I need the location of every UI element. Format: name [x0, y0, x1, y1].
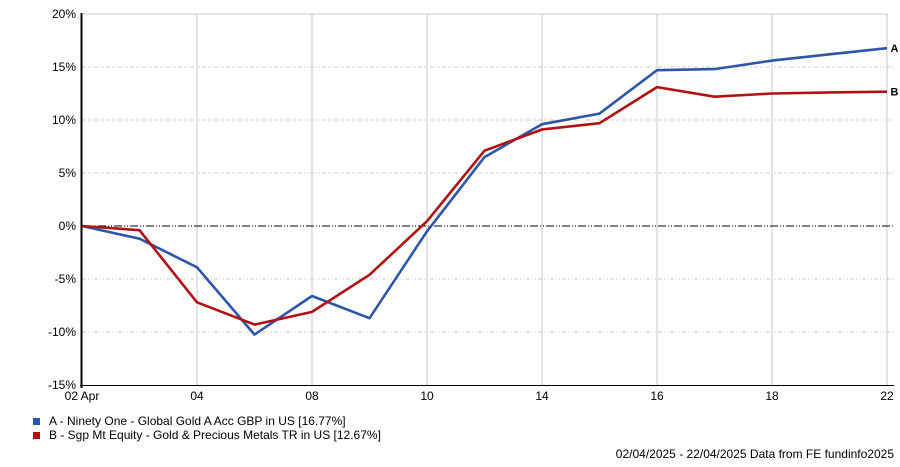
y-tick-label: -5%	[55, 272, 77, 286]
y-tick-label: -10%	[48, 325, 76, 339]
y-tick-label: 5%	[59, 166, 77, 180]
legend-swatch-A	[33, 417, 40, 425]
legend-label-A: A - Ninety One - Global Gold A Acc GBP i…	[49, 414, 346, 428]
y-tick-label: 10%	[52, 113, 76, 127]
y-tick-label: 0%	[59, 219, 77, 233]
x-tick-label: 16	[650, 389, 664, 403]
series-line-B	[81, 85, 888, 326]
legend: A - Ninety One - Global Gold A Acc GBP i…	[33, 414, 381, 442]
line-chart: 20% 15% 10% 5% 0% -5% -10% -15%02 Apr 04 08 10 14 16…	[48, 7, 899, 403]
legend-swatch-B	[33, 431, 40, 439]
legend-label-B: B - Sgp Mt Equity - Gold & Precious Meta…	[49, 428, 381, 442]
x-tick-label: 08	[305, 389, 319, 403]
series-end-label-B: B	[891, 87, 899, 99]
y-tick-label: -15%	[48, 378, 76, 392]
x-tick-label: 10	[420, 389, 434, 403]
x-tick-label: 04	[190, 389, 204, 403]
x-tick-label: 18	[765, 389, 779, 403]
x-tick-label: 14	[535, 389, 549, 403]
legend-item-A: A - Ninety One - Global Gold A Acc GBP i…	[33, 414, 381, 428]
series-end-label-A: A	[891, 43, 899, 55]
x-tick-label: 02 Apr	[65, 389, 100, 403]
footer-text: 02/04/2025 - 22/04/2025 Data from FE fun…	[615, 447, 894, 461]
legend-item-B: B - Sgp Mt Equity - Gold & Precious Meta…	[33, 428, 381, 442]
x-tick-label: 22	[880, 389, 894, 403]
y-tick-label: 15%	[52, 60, 76, 74]
y-tick-label: 20%	[52, 7, 76, 21]
series-line-A	[81, 46, 888, 336]
